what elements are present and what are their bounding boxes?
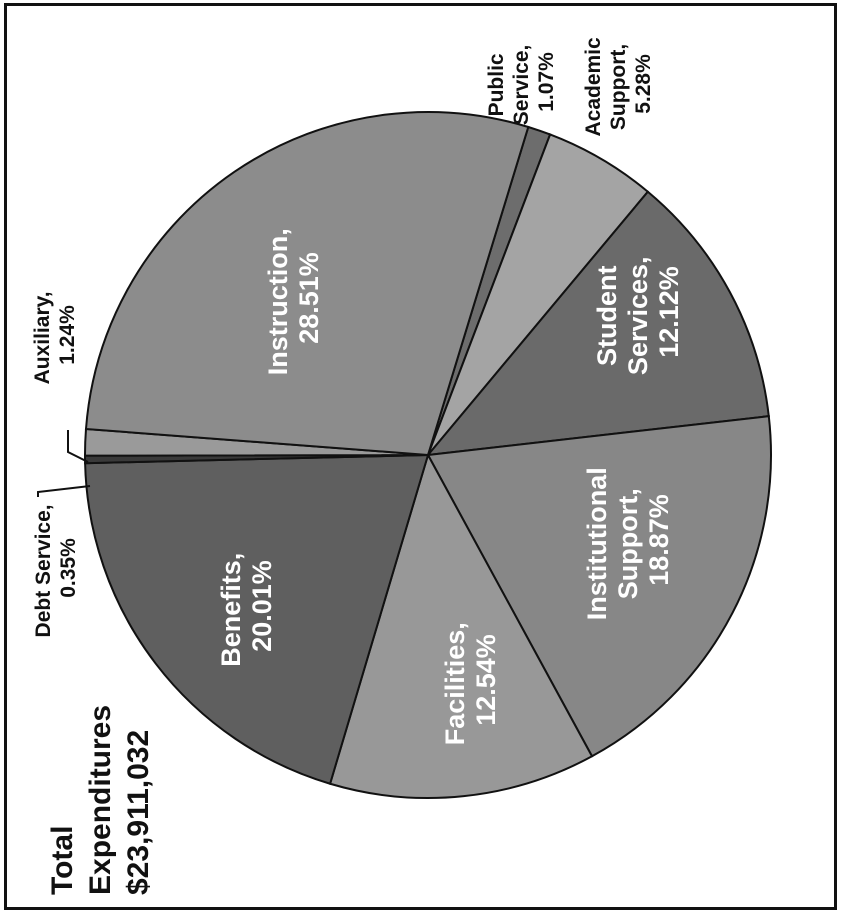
pie-slice-institutional-support bbox=[426, 415, 772, 758]
label-student-services: Student Services, 12.12% bbox=[592, 249, 684, 375]
label-auxiliary: Auxiliary, 1.24% bbox=[31, 286, 79, 385]
label-facilities: Facilities, 12.54% bbox=[440, 615, 501, 746]
label-institutional-support: Institutional Support, 18.87% bbox=[582, 460, 674, 621]
label-public-service: Public Service, 1.07% bbox=[485, 39, 558, 125]
label-benefits: Benefits, 20.01% bbox=[216, 545, 277, 667]
label-instruction: Instruction, 28.51% bbox=[263, 221, 324, 376]
leader-line-auxiliary bbox=[67, 430, 89, 463]
label-academic-support: Academic Support, 5.28% bbox=[582, 31, 655, 136]
pie-slice-benefits bbox=[84, 453, 430, 785]
leader-line-debt-service bbox=[37, 485, 91, 497]
pie-slices bbox=[83, 111, 772, 799]
chart-title: Total Expenditures $23,911,032 bbox=[46, 697, 155, 895]
label-debt-service: Debt Service, 0.35% bbox=[32, 499, 80, 638]
leader-lines bbox=[37, 430, 91, 497]
pie-slice-facilities bbox=[328, 452, 594, 799]
pie-slice-student-services bbox=[425, 190, 770, 457]
pie-slice-instruction bbox=[84, 111, 530, 457]
